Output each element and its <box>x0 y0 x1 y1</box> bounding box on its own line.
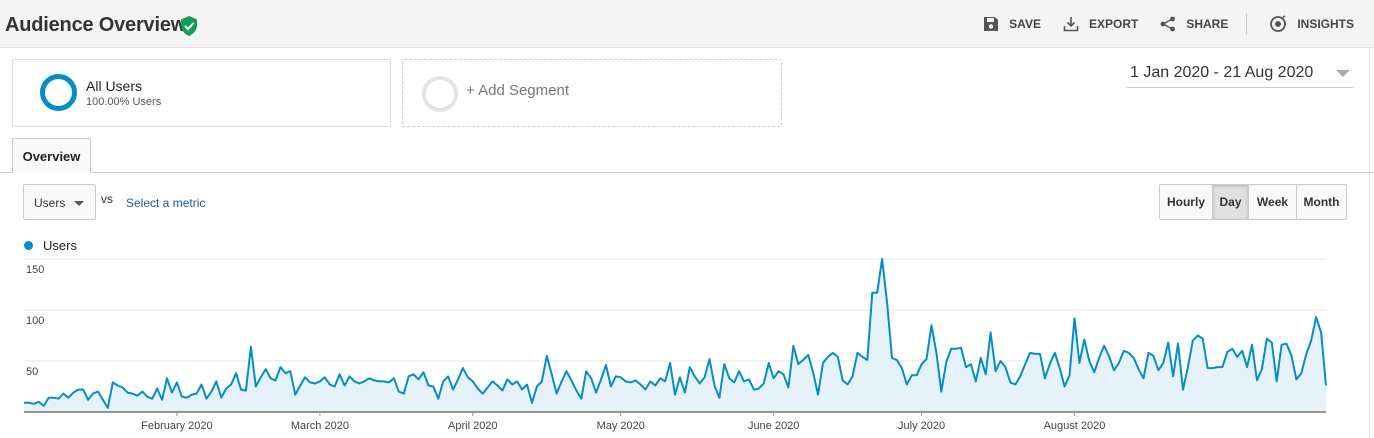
x-tick-label: June 2020 <box>748 420 799 432</box>
save-label: SAVE <box>1009 17 1041 31</box>
users-area <box>24 259 1326 412</box>
insights-icon <box>1270 15 1287 32</box>
select-metric-link[interactable]: Select a metric <box>126 196 206 210</box>
empty-segment-ring-icon <box>422 76 458 112</box>
x-tick-label: July 2020 <box>898 420 945 432</box>
share-label: SHARE <box>1186 17 1229 31</box>
legend-label-users: Users <box>43 238 77 253</box>
share-icon <box>1160 16 1176 32</box>
share-button[interactable]: SHARE <box>1160 16 1228 32</box>
date-range-picker[interactable]: 1 Jan 2020 - 21 Aug 2020 <box>1126 64 1354 88</box>
export-icon <box>1063 17 1079 32</box>
insights-label: INSIGHTS <box>1297 17 1354 31</box>
action-divider <box>1246 13 1248 35</box>
metric-selected: Users <box>34 196 66 210</box>
segment-percentage: 100.00% Users <box>86 96 162 108</box>
add-segment-label: + Add Segment <box>466 82 569 99</box>
x-tick-label: August 2020 <box>1044 420 1106 432</box>
x-tick-label: May 2020 <box>597 420 645 432</box>
caret-down-icon <box>74 201 84 206</box>
export-button[interactable]: EXPORT <box>1063 16 1138 32</box>
granularity-toggle: Hourly Day Week Month <box>1159 184 1347 220</box>
tab-bar-rule <box>0 172 1374 173</box>
segment-all-users[interactable]: All Users 100.00% Users <box>12 59 391 127</box>
page-title: Audience Overview <box>5 14 187 36</box>
granularity-hourly[interactable]: Hourly <box>1160 185 1212 219</box>
tab-overview[interactable]: Overview <box>12 138 91 173</box>
x-tick-label: February 2020 <box>141 420 213 432</box>
header-actions: SAVE EXPORT SHARE INSIGH <box>961 0 1354 48</box>
metric-select[interactable]: Users <box>23 184 96 220</box>
save-button[interactable]: SAVE <box>983 16 1041 32</box>
segment-name: All Users <box>86 78 143 94</box>
caret-down-icon <box>1336 70 1350 77</box>
x-tick-label: March 2020 <box>291 420 349 432</box>
segment-ring-icon <box>40 74 77 111</box>
granularity-month[interactable]: Month <box>1296 185 1346 219</box>
users-line <box>24 258 1327 409</box>
granularity-week[interactable]: Week <box>1248 185 1296 219</box>
vs-label: vs <box>101 192 113 206</box>
x-tick-label: April 2020 <box>448 420 498 432</box>
granularity-day[interactable]: Day <box>1212 185 1248 219</box>
panel-edge <box>1369 48 1370 438</box>
users-chart: 50 100 150 February 2020 March 2020 April 202… <box>24 258 1327 432</box>
page-header: Audience Overview SAVE EXPORT <box>0 0 1374 48</box>
date-range-label: 1 Jan 2020 - 21 Aug 2020 <box>1130 64 1314 81</box>
y-tick-label: 100 <box>26 315 44 327</box>
y-tick-label: 50 <box>26 366 38 378</box>
add-segment-button[interactable]: + Add Segment <box>402 59 782 127</box>
insights-button[interactable]: INSIGHTS <box>1269 15 1354 33</box>
legend-dot-users <box>24 241 33 250</box>
save-icon <box>984 17 999 31</box>
verified-shield-icon <box>181 16 197 36</box>
export-label: EXPORT <box>1088 17 1139 31</box>
y-tick-label: 150 <box>26 264 44 276</box>
